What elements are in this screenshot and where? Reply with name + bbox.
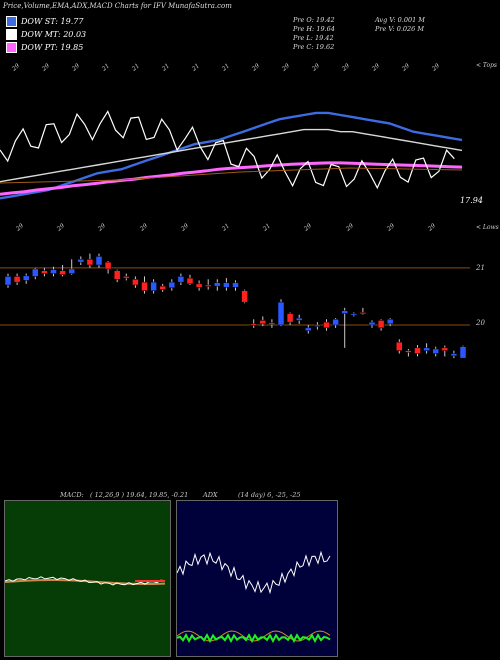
macd-signal-line — [5, 579, 166, 585]
candle-body-11 — [104, 261, 112, 270]
candlestick-chart — [0, 253, 470, 359]
candle-body-40 — [368, 321, 376, 326]
ema-brown-line — [0, 167, 463, 184]
ohlc-close: Pre C: 19.62 — [293, 43, 335, 51]
candle-body-38 — [350, 313, 358, 316]
candle-body-32 — [295, 317, 303, 321]
candle-body-31 — [286, 313, 294, 323]
ohlc-open: Pre O: 19.42 — [293, 16, 335, 24]
candle-body-14 — [132, 279, 139, 286]
legend-swatch-mt — [6, 29, 17, 40]
legend-dow-pt: DOW PT: 19.85 — [6, 42, 83, 53]
candle-body-46 — [423, 347, 430, 351]
legend-swatch-st — [6, 16, 17, 27]
adx-label: ADX — [203, 491, 218, 499]
candle-body-7 — [68, 268, 75, 274]
chart-title: Price,Volume,EMA,ADX,MACD Charts for IFV… — [3, 2, 232, 10]
candle-body-45 — [414, 347, 421, 354]
ohlc-pre-volume: Pre V: 0.026 M — [375, 25, 425, 33]
candle-body-2 — [22, 275, 30, 281]
candle-body-22 — [204, 284, 212, 287]
tops-label: < Tops — [476, 62, 498, 69]
candle-body-5 — [50, 269, 57, 274]
candle-body-19 — [177, 276, 185, 283]
candle-body-44 — [405, 350, 412, 353]
legend-dow-mt: DOW MT: 20.03 — [6, 29, 86, 40]
candle-body-12 — [113, 270, 121, 280]
candle-body-39 — [359, 312, 367, 315]
legend-swatch-pt — [6, 42, 17, 53]
adx-panel — [176, 500, 338, 657]
candle-body-15 — [141, 281, 148, 291]
ema-series-line-2 — [0, 161, 463, 196]
candle-body-0 — [4, 276, 12, 286]
candle-body-8 — [77, 259, 85, 263]
candle-body-26 — [241, 290, 248, 303]
candle-body-41 — [377, 320, 385, 329]
last-price-label: 17.94 — [460, 196, 483, 205]
price-trace-line — [0, 110, 455, 190]
candle-body-23 — [214, 282, 221, 287]
candle-body-50 — [459, 346, 467, 359]
candle-body-48 — [441, 347, 449, 351]
ema-series-line-0 — [0, 111, 463, 200]
candle-body-49 — [450, 353, 458, 357]
legend-dow-st: DOW ST: 19.77 — [6, 16, 83, 27]
macd-background — [5, 501, 170, 656]
lows-label: < Lows — [476, 224, 499, 231]
candle-body-17 — [159, 285, 166, 290]
candle-body-37 — [341, 310, 348, 314]
legend-label-st: DOW ST: 19.77 — [21, 17, 84, 26]
candle-body-4 — [41, 270, 48, 274]
price-level-20: 20 — [476, 319, 485, 327]
macd-values: ( 12,26,9 ) 19.64, 19.85, -0.21 — [90, 491, 189, 499]
candle-body-36 — [332, 319, 339, 326]
candle-body-34 — [314, 324, 321, 327]
adx-plot — [177, 501, 337, 656]
ohlc-avg-volume: Avg V: 0.001 M — [375, 16, 425, 24]
candle-body-21 — [195, 283, 203, 288]
ohlc-low: Pre L: 19.42 — [293, 34, 334, 42]
candle-body-18 — [168, 281, 176, 289]
candle-body-43 — [396, 341, 403, 351]
candle-body-16 — [150, 281, 157, 291]
price-level-21: 21 — [476, 264, 485, 272]
candle-body-9 — [86, 259, 94, 266]
candle-body-20 — [186, 277, 194, 285]
candle-body-29 — [268, 322, 276, 325]
adx-plus-di-line — [177, 633, 331, 644]
candle-body-30 — [277, 301, 285, 326]
candle-body-13 — [123, 276, 130, 279]
legend-label-pt: DOW PT: 19.85 — [21, 43, 84, 52]
adx-values: (14 day) 6, -25, -25 — [238, 491, 301, 499]
macd-label: MACD: — [60, 491, 84, 499]
ohlc-high: Pre H: 19.64 — [293, 25, 335, 33]
legend-label-mt: DOW MT: 20.03 — [21, 30, 87, 39]
candle-body-1 — [13, 276, 21, 283]
candle-body-33 — [305, 327, 312, 331]
candle-body-35 — [323, 321, 330, 329]
candle-body-42 — [386, 319, 394, 325]
macd-panel — [4, 500, 171, 657]
ema-line-chart — [0, 110, 463, 200]
candle-body-10 — [95, 256, 103, 266]
adx-line — [177, 550, 331, 595]
candle-body-3 — [32, 268, 39, 277]
candle-body-6 — [59, 270, 66, 275]
candle-body-28 — [259, 320, 267, 325]
adx-background — [177, 501, 337, 656]
candle-body-24 — [223, 282, 230, 288]
ema-series-line-1 — [0, 128, 463, 183]
macd-line — [5, 576, 166, 586]
candle-body-47 — [432, 348, 439, 354]
candle-body-27 — [250, 323, 257, 326]
macd-plot — [5, 501, 170, 656]
candle-body-25 — [232, 282, 239, 288]
